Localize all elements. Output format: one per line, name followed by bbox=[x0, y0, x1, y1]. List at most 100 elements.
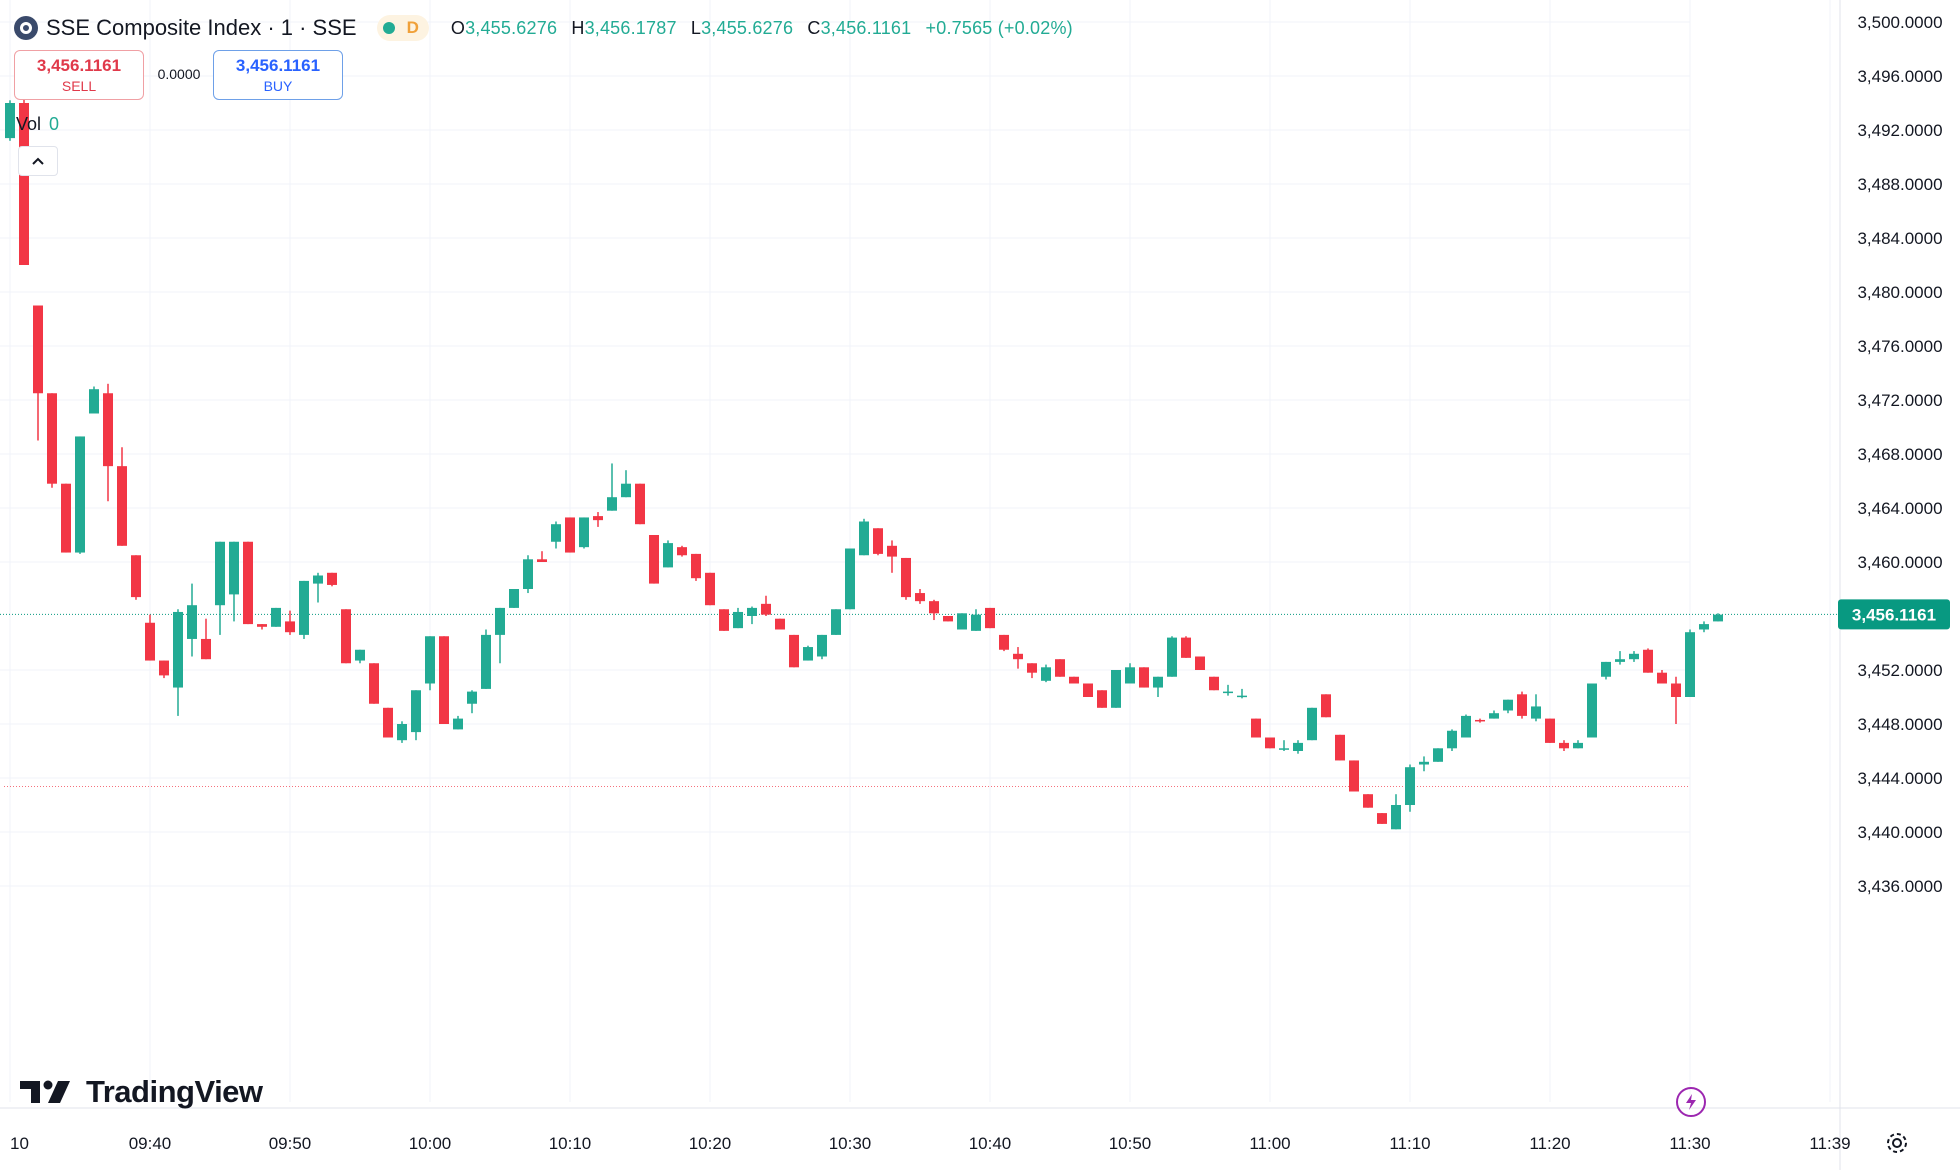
candle[interactable] bbox=[649, 535, 659, 584]
candle[interactable] bbox=[1391, 794, 1401, 830]
candle[interactable] bbox=[705, 572, 715, 606]
candle[interactable] bbox=[1083, 683, 1093, 698]
candle[interactable] bbox=[1475, 718, 1485, 723]
candle[interactable] bbox=[859, 518, 869, 556]
candle[interactable] bbox=[369, 663, 379, 704]
candle[interactable] bbox=[1265, 737, 1275, 749]
candle[interactable] bbox=[831, 609, 841, 635]
candle[interactable] bbox=[1181, 636, 1191, 658]
tradingview-watermark[interactable]: TradingView bbox=[20, 1074, 263, 1110]
candle[interactable] bbox=[873, 528, 883, 556]
candle[interactable] bbox=[243, 541, 253, 625]
candle[interactable] bbox=[1251, 718, 1261, 738]
candle[interactable] bbox=[1503, 699, 1513, 714]
candle[interactable] bbox=[1363, 794, 1373, 808]
candle[interactable] bbox=[61, 483, 71, 553]
candle[interactable] bbox=[747, 606, 757, 625]
candle[interactable] bbox=[1223, 684, 1233, 696]
candle[interactable] bbox=[1573, 740, 1583, 749]
candle[interactable] bbox=[75, 436, 85, 554]
candle[interactable] bbox=[1713, 613, 1723, 622]
candle[interactable] bbox=[1461, 714, 1471, 738]
candle[interactable] bbox=[929, 599, 939, 621]
candle[interactable] bbox=[957, 613, 967, 630]
candle[interactable] bbox=[411, 690, 421, 741]
candle[interactable] bbox=[971, 609, 981, 631]
candle[interactable] bbox=[901, 557, 911, 600]
candle[interactable] bbox=[453, 715, 463, 730]
candle[interactable] bbox=[397, 721, 407, 743]
candle[interactable] bbox=[845, 548, 855, 610]
candle[interactable] bbox=[1629, 651, 1639, 662]
candle[interactable] bbox=[1685, 629, 1695, 698]
candle[interactable] bbox=[817, 634, 827, 660]
candle[interactable] bbox=[131, 555, 141, 600]
candle[interactable] bbox=[355, 649, 365, 664]
candle[interactable] bbox=[271, 607, 281, 627]
candle[interactable] bbox=[1195, 656, 1205, 671]
candle[interactable] bbox=[775, 618, 785, 630]
candle[interactable] bbox=[201, 618, 211, 660]
candle[interactable] bbox=[481, 629, 491, 689]
candle[interactable] bbox=[257, 624, 267, 630]
candle[interactable] bbox=[1111, 670, 1121, 708]
candle[interactable] bbox=[1335, 734, 1345, 761]
candle[interactable] bbox=[635, 483, 645, 525]
candle[interactable] bbox=[915, 589, 925, 604]
candle[interactable] bbox=[1517, 691, 1527, 719]
candle[interactable] bbox=[1237, 688, 1247, 699]
buy-button[interactable]: 3,456.1161 BUY bbox=[213, 50, 343, 100]
candle[interactable] bbox=[1377, 813, 1387, 824]
candle[interactable] bbox=[593, 512, 603, 527]
candle[interactable] bbox=[173, 609, 183, 716]
candle[interactable] bbox=[229, 541, 239, 622]
candle[interactable] bbox=[1321, 694, 1331, 718]
candle[interactable] bbox=[117, 447, 127, 546]
candle[interactable] bbox=[1447, 729, 1457, 751]
candle[interactable] bbox=[579, 517, 589, 549]
candle[interactable] bbox=[733, 607, 743, 629]
candle[interactable] bbox=[789, 634, 799, 668]
candle[interactable] bbox=[1671, 676, 1681, 724]
candle[interactable] bbox=[327, 572, 337, 587]
candle[interactable] bbox=[495, 607, 505, 664]
candle[interactable] bbox=[313, 572, 323, 603]
candle[interactable] bbox=[1615, 651, 1625, 665]
candle[interactable] bbox=[1055, 659, 1065, 677]
candle[interactable] bbox=[187, 583, 197, 657]
candle[interactable] bbox=[621, 470, 631, 498]
candle[interactable] bbox=[5, 100, 15, 141]
candle[interactable] bbox=[1643, 648, 1653, 673]
candle[interactable] bbox=[1097, 690, 1107, 708]
candle[interactable] bbox=[159, 660, 169, 679]
candle[interactable] bbox=[509, 589, 519, 608]
candle[interactable] bbox=[47, 393, 57, 488]
candle[interactable] bbox=[887, 540, 897, 573]
candle[interactable] bbox=[1349, 760, 1359, 792]
candle[interactable] bbox=[33, 305, 43, 441]
candle[interactable] bbox=[425, 636, 435, 691]
candle[interactable] bbox=[1601, 661, 1611, 680]
candle[interactable] bbox=[607, 463, 617, 511]
candle[interactable] bbox=[1559, 740, 1569, 751]
candle[interactable] bbox=[1489, 710, 1499, 719]
candle[interactable] bbox=[1153, 676, 1163, 697]
candle[interactable] bbox=[383, 707, 393, 738]
candle[interactable] bbox=[1139, 667, 1149, 688]
collapse-legend-button[interactable] bbox=[18, 146, 58, 176]
candle[interactable] bbox=[1279, 740, 1289, 751]
candle[interactable] bbox=[1419, 756, 1429, 772]
candle[interactable] bbox=[1531, 694, 1541, 722]
candle[interactable] bbox=[1125, 663, 1135, 684]
candle[interactable] bbox=[985, 607, 995, 629]
volume-legend[interactable]: Vol 0 bbox=[16, 114, 59, 135]
candle[interactable] bbox=[1545, 718, 1555, 743]
market-status-badge[interactable]: D bbox=[376, 15, 429, 41]
candle[interactable] bbox=[537, 551, 547, 562]
candle[interactable] bbox=[565, 517, 575, 553]
candle[interactable] bbox=[103, 383, 113, 502]
candle[interactable] bbox=[999, 634, 1009, 652]
candle[interactable] bbox=[719, 609, 729, 631]
candle[interactable] bbox=[1293, 740, 1303, 754]
